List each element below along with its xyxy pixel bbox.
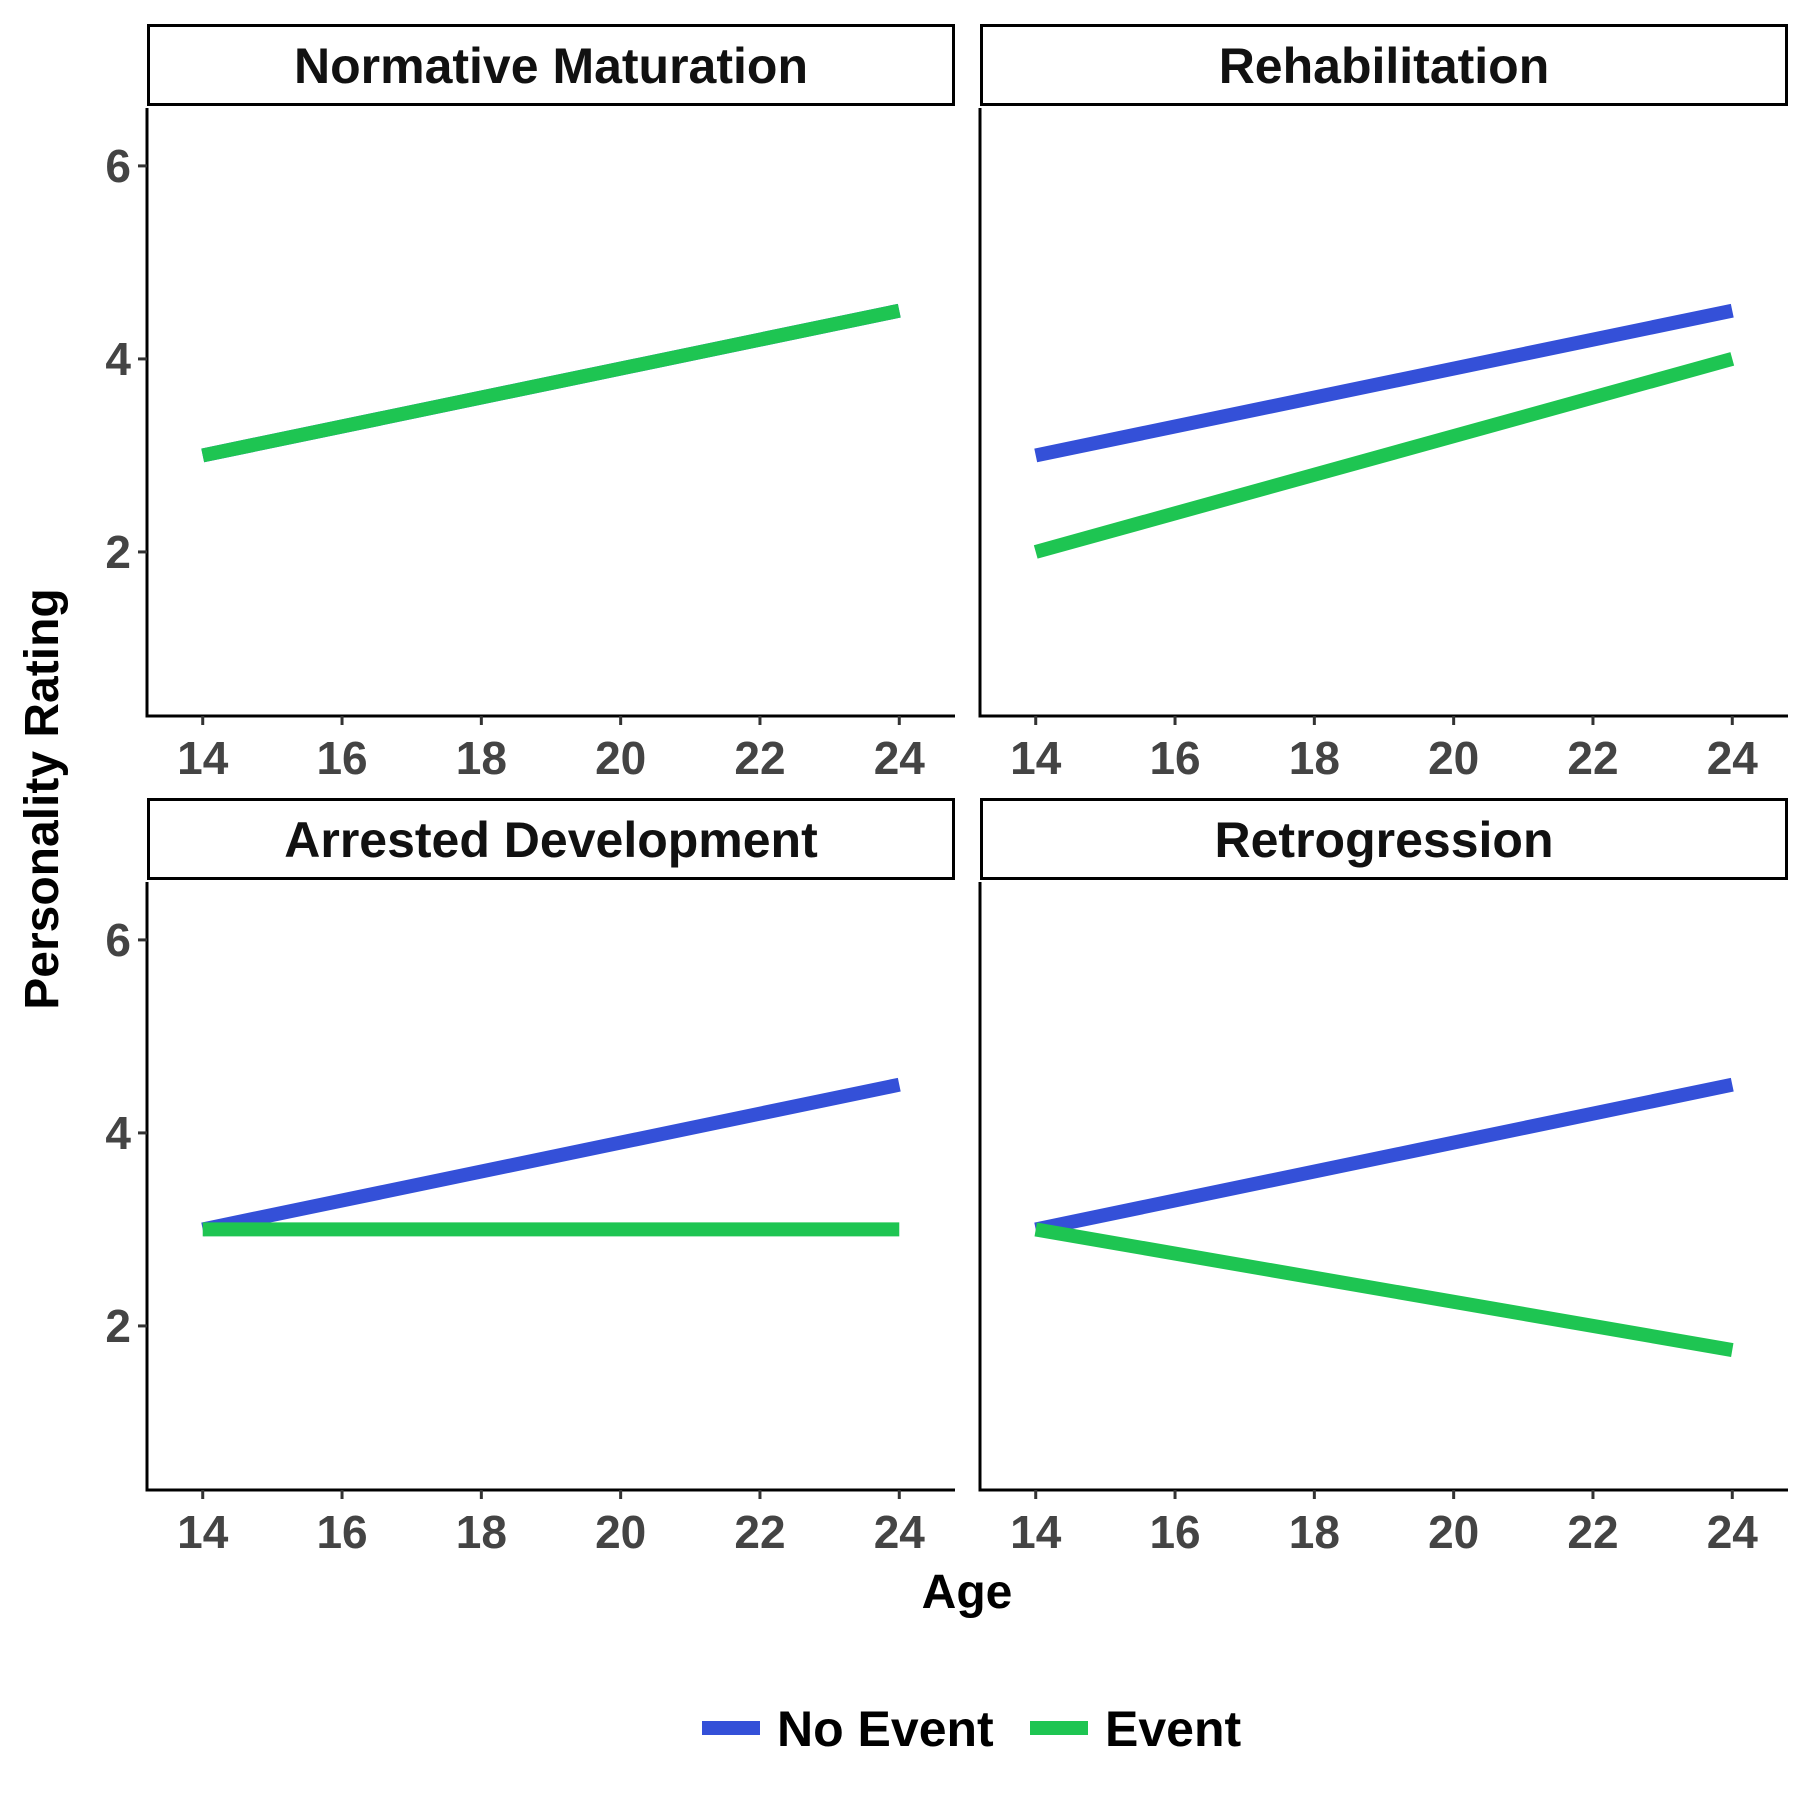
y-tick-label: 4 [105, 1107, 131, 1159]
x-tick-label: 18 [456, 1506, 507, 1558]
series-line-no-event [1034, 303, 1734, 463]
x-tick-label: 18 [1289, 732, 1340, 784]
y-tick-label: 4 [105, 333, 131, 385]
y-tick-label: 2 [105, 526, 131, 578]
x-tick-label: 20 [1428, 732, 1479, 784]
x-tick-label: 22 [1567, 1506, 1618, 1558]
series-line-no-event [201, 1077, 901, 1237]
panel-strip [980, 798, 1788, 880]
x-tick-label: 14 [1010, 732, 1062, 784]
x-tick-label: 22 [734, 732, 785, 784]
x-tick-label: 16 [316, 1506, 367, 1558]
x-tick-label: 22 [734, 1506, 785, 1558]
panel-strip [980, 24, 1788, 106]
y-tick-label: 2 [105, 1300, 131, 1352]
panel-title: Rehabilitation [1219, 38, 1550, 94]
x-tick-label: 16 [1149, 1506, 1200, 1558]
panel-strip [147, 24, 955, 106]
panel-retrogression: Retrogression 14 16 18 20 22 24 [978, 798, 1788, 1558]
x-tick-label: 14 [177, 732, 229, 784]
legend: No Event Event [702, 1701, 1242, 1757]
x-tick-label: 14 [1010, 1506, 1062, 1558]
x-tick-label: 16 [1149, 732, 1200, 784]
panel-title: Retrogression [1215, 812, 1554, 868]
x-tick-label: 20 [595, 732, 646, 784]
series-line-event [1034, 1222, 1734, 1357]
legend-label: Event [1105, 1701, 1242, 1757]
x-axis-title: Age [922, 1566, 1013, 1619]
x-tick-label: 20 [1428, 1506, 1479, 1558]
x-tick-label: 20 [595, 1506, 646, 1558]
legend-item-no-event: No Event [702, 1701, 994, 1757]
y-tick-label: 6 [105, 140, 131, 192]
panel-title: Normative Maturation [294, 38, 808, 94]
x-tick-label: 18 [456, 732, 507, 784]
panel-strip [147, 798, 955, 880]
legend-label: No Event [777, 1701, 994, 1757]
panel-title: Arrested Development [284, 812, 818, 868]
x-tick-label: 18 [1289, 1506, 1340, 1558]
y-tick-label: 6 [105, 914, 131, 966]
panel-rehabilitation: Rehabilitation 14 16 18 20 22 24 [978, 24, 1788, 784]
series-line-event [1033, 352, 1735, 559]
x-tick-label: 22 [1567, 732, 1618, 784]
x-tick-label: 24 [874, 1506, 926, 1558]
series-line-event [201, 303, 901, 463]
x-tick-label: 16 [316, 732, 367, 784]
x-tick-label: 24 [1707, 732, 1759, 784]
y-axis-title: Personality Rating [16, 588, 69, 1009]
x-tick-label: 24 [874, 732, 926, 784]
series-line-no-event [1034, 1077, 1734, 1237]
x-tick-label: 14 [177, 1506, 229, 1558]
legend-item-event: Event [1030, 1701, 1242, 1757]
x-tick-label: 24 [1707, 1506, 1759, 1558]
